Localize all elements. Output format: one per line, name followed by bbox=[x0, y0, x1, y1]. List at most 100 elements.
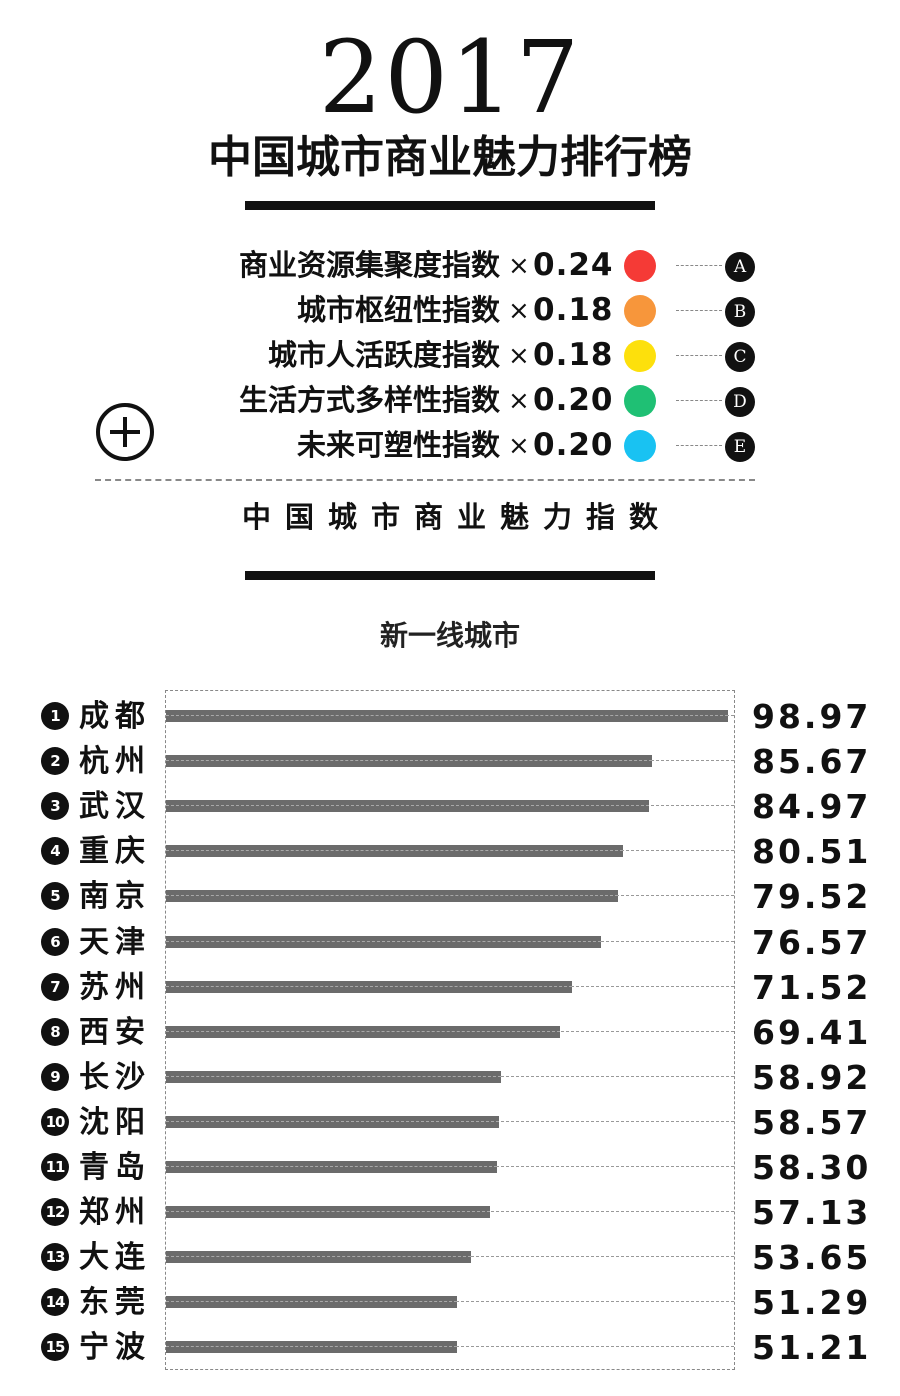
value-label: 69.41 bbox=[752, 1012, 872, 1052]
multiply-icon: × bbox=[508, 341, 530, 371]
bar bbox=[166, 1341, 457, 1354]
city-label: 长沙 bbox=[79, 1059, 151, 1095]
value-label: 58.30 bbox=[752, 1148, 872, 1187]
city-label: 苏州 bbox=[79, 969, 151, 1005]
bar bbox=[166, 1115, 499, 1128]
value-label: 58.57 bbox=[752, 1102, 872, 1142]
factor-leader-line bbox=[676, 400, 722, 401]
city-label: 沈阳 bbox=[79, 1104, 151, 1140]
factor-letter-badge: E bbox=[725, 432, 755, 462]
rank-badge: 10 bbox=[41, 1107, 69, 1136]
result-index-label: 中国城市商业魅力指数 bbox=[241, 500, 672, 534]
rank-badge: 15 bbox=[41, 1333, 69, 1362]
factor-letter-badge: B bbox=[725, 297, 755, 327]
value-label: 57.13 bbox=[752, 1193, 872, 1233]
bar bbox=[166, 1025, 561, 1038]
rank-row: 1 成都 98.97 bbox=[0, 693, 900, 738]
city-label: 重庆 bbox=[79, 834, 151, 870]
value-label: 98.97 bbox=[752, 697, 872, 736]
factor-letter-badge: C bbox=[725, 342, 755, 372]
city-label: 大连 bbox=[79, 1240, 151, 1276]
section-divider bbox=[245, 571, 655, 580]
factor-name: 城市人活跃度指数 bbox=[267, 338, 500, 372]
formula-sum-line bbox=[95, 479, 755, 481]
factor-letter-badge: D bbox=[725, 387, 755, 417]
bar bbox=[166, 1206, 491, 1219]
rank-row: 9 长沙 58.92 bbox=[0, 1054, 900, 1099]
factor-row: 城市人活跃度指数 × 0.18 C bbox=[0, 335, 900, 375]
rank-row: 15 宁波 51.21 bbox=[0, 1324, 900, 1369]
year-heading: 2017 bbox=[318, 19, 582, 136]
rank-row: 2 杭州 85.67 bbox=[0, 738, 900, 783]
factor-leader-line bbox=[676, 265, 722, 266]
rank-badge: 13 bbox=[41, 1243, 69, 1272]
multiply-icon: × bbox=[508, 386, 530, 416]
bar bbox=[166, 845, 624, 858]
factor-name: 城市枢纽性指数 bbox=[296, 293, 500, 327]
rank-badge: 8 bbox=[41, 1017, 69, 1046]
factor-leader-line bbox=[676, 445, 722, 446]
value-label: 51.29 bbox=[752, 1283, 872, 1323]
value-label: 71.52 bbox=[752, 967, 872, 1007]
rank-row: 3 武汉 84.97 bbox=[0, 783, 900, 828]
factor-leader-line bbox=[676, 355, 722, 356]
factor-name: 生活方式多样性指数 bbox=[238, 383, 500, 417]
value-label: 84.97 bbox=[752, 787, 872, 827]
value-label: 53.65 bbox=[752, 1238, 872, 1278]
rank-row: 8 西安 69.41 bbox=[0, 1009, 900, 1054]
rank-row: 11 青岛 58.30 bbox=[0, 1144, 900, 1189]
factor-weight: 0.20 bbox=[533, 382, 614, 418]
factor-color-dot bbox=[624, 250, 656, 282]
value-label: 51.21 bbox=[752, 1328, 872, 1368]
value-label: 80.51 bbox=[752, 832, 872, 872]
chart-frame bbox=[165, 690, 735, 1370]
title-divider bbox=[245, 201, 655, 210]
value-label: 76.57 bbox=[752, 922, 872, 962]
rank-badge: 2 bbox=[41, 747, 69, 776]
factor-row: 未来可塑性指数 × 0.20 E bbox=[0, 425, 900, 465]
multiply-icon: × bbox=[508, 431, 530, 461]
factor-weight: 0.18 bbox=[533, 337, 614, 373]
factor-weight: 0.20 bbox=[533, 427, 614, 463]
city-label: 武汉 bbox=[79, 789, 151, 825]
city-label: 东莞 bbox=[79, 1285, 151, 1321]
factor-row: 城市枢纽性指数 × 0.18 B bbox=[0, 290, 900, 330]
bar bbox=[166, 980, 573, 993]
factor-row: 生活方式多样性指数 × 0.20 D bbox=[0, 380, 900, 420]
city-label: 天津 bbox=[79, 924, 151, 960]
rank-badge: 5 bbox=[41, 882, 69, 911]
rank-row: 6 天津 76.57 bbox=[0, 919, 900, 964]
city-label: 成都 bbox=[79, 699, 151, 734]
plus-circle-icon bbox=[95, 402, 155, 462]
chart-title: 新一线城市 bbox=[379, 619, 520, 652]
bar bbox=[166, 1161, 498, 1173]
factor-row: 商业资源集聚度指数 × 0.24 A bbox=[0, 245, 900, 285]
value-label: 79.52 bbox=[752, 877, 872, 917]
factor-leader-line bbox=[676, 310, 722, 311]
value-label: 85.67 bbox=[752, 742, 872, 782]
page-title: 中国城市商业魅力排行榜 bbox=[208, 132, 692, 183]
city-label: 西安 bbox=[79, 1014, 151, 1050]
multiply-icon: × bbox=[508, 251, 530, 281]
rank-row: 12 郑州 57.13 bbox=[0, 1189, 900, 1234]
bar bbox=[166, 935, 601, 948]
city-label: 宁波 bbox=[79, 1330, 151, 1366]
rank-badge: 4 bbox=[41, 837, 69, 866]
value-label: 58.92 bbox=[752, 1057, 872, 1097]
bar bbox=[166, 1251, 471, 1264]
rank-badge: 9 bbox=[41, 1062, 69, 1091]
factor-weight: 0.18 bbox=[533, 292, 614, 328]
bar bbox=[166, 1296, 458, 1309]
factor-color-dot bbox=[624, 340, 656, 372]
city-label: 青岛 bbox=[79, 1150, 151, 1185]
rank-badge: 12 bbox=[41, 1198, 69, 1227]
multiply-icon: × bbox=[508, 296, 530, 326]
factor-color-dot bbox=[624, 385, 656, 417]
bar bbox=[166, 890, 618, 903]
rank-row: 10 沈阳 58.57 bbox=[0, 1099, 900, 1144]
rank-badge: 11 bbox=[41, 1153, 69, 1181]
rank-row: 14 东莞 51.29 bbox=[0, 1279, 900, 1324]
rank-badge: 1 bbox=[41, 702, 69, 730]
factor-name: 商业资源集聚度指数 bbox=[238, 248, 500, 282]
rank-row: 13 大连 53.65 bbox=[0, 1234, 900, 1279]
